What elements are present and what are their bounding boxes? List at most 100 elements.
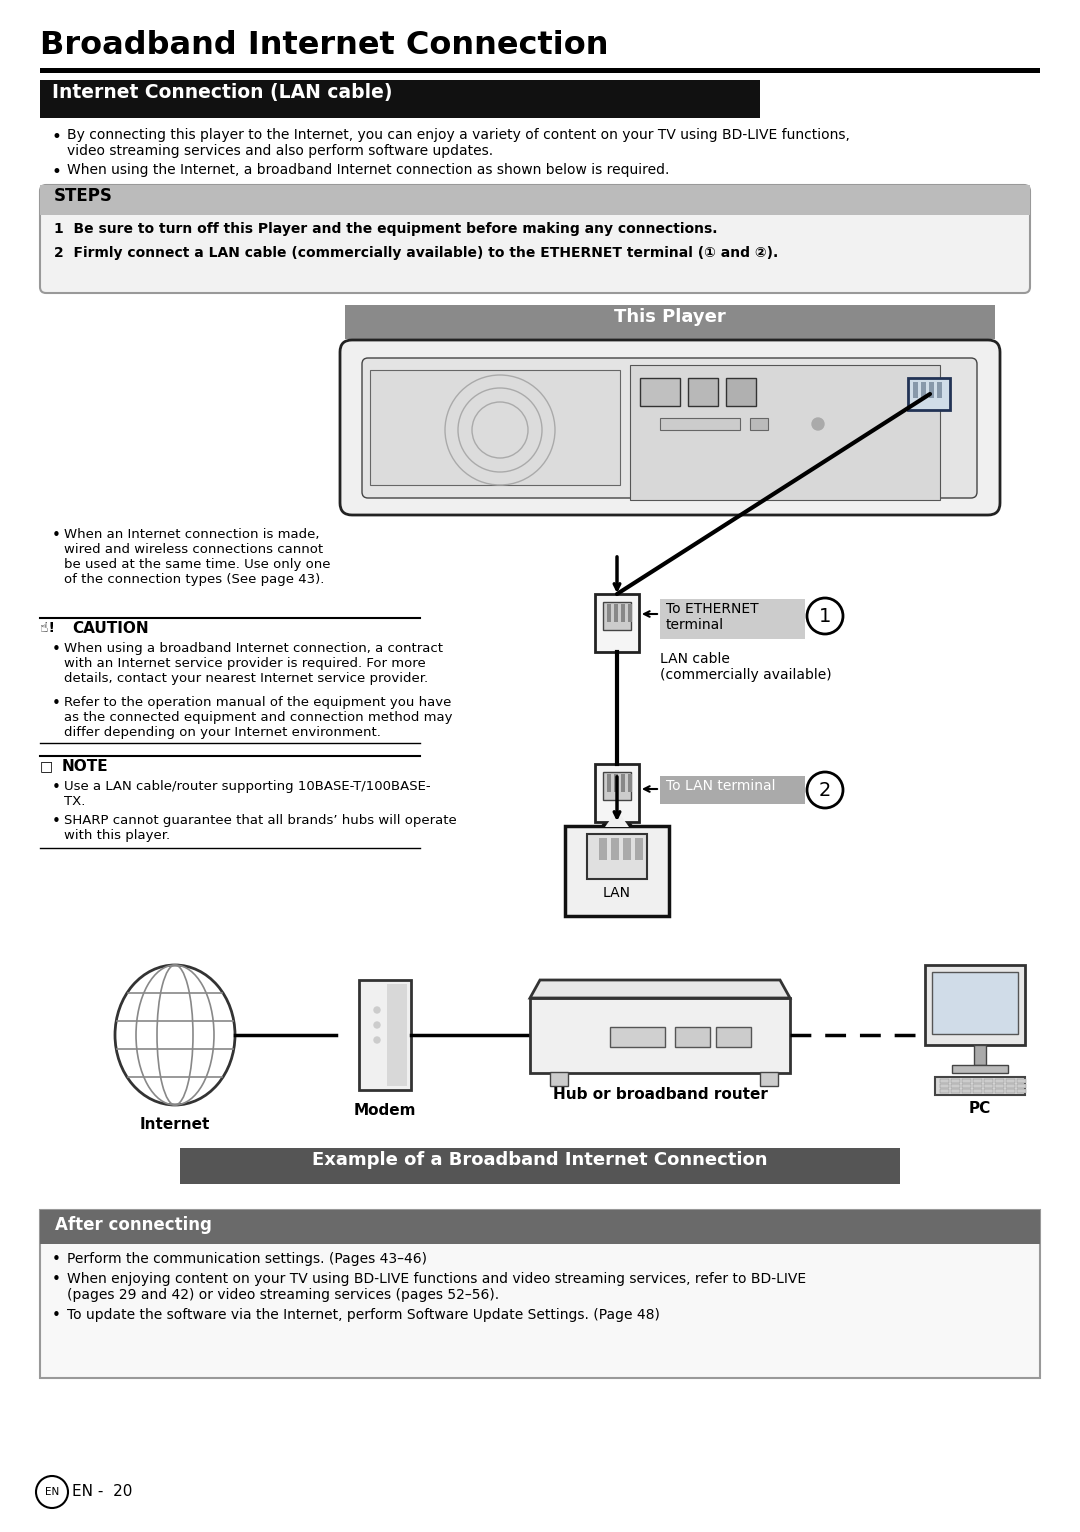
Bar [660,777,805,804]
Text: Internet Connection (LAN cable): Internet Connection (LAN cable) [52,83,392,103]
Bar [565,826,669,916]
Polygon shape [605,810,629,827]
Bar [550,1072,568,1086]
Bar [40,67,1040,74]
Text: SHARP cannot guarantee that all brands’ hubs will operate
with this player.: SHARP cannot guarantee that all brands’ … [64,813,457,843]
Bar [595,594,639,653]
Bar [180,1147,900,1184]
Bar [995,1085,1004,1088]
Text: •: • [52,129,62,146]
Bar [387,984,407,1086]
Text: •: • [52,1272,60,1287]
Text: When enjoying content on your TV using BD-LIVE functions and video streaming ser: When enjoying content on your TV using B… [67,1272,806,1302]
Bar [588,833,647,879]
Text: Broadband Internet Connection: Broadband Internet Connection [40,31,608,61]
Text: When using the Internet, a broadband Internet connection as shown below is requi: When using the Internet, a broadband Int… [67,162,670,178]
Text: To LAN terminal: To LAN terminal [666,778,775,794]
Bar [932,971,1018,1034]
Bar [973,1085,982,1088]
Bar [1005,1085,1015,1088]
Text: LAN cable
(commercially available): LAN cable (commercially available) [660,653,832,682]
Bar [937,381,942,398]
Bar [621,774,625,792]
Bar [40,1210,1040,1244]
Polygon shape [530,980,789,997]
Bar [40,185,1030,214]
Bar [611,838,619,859]
Bar [603,772,631,800]
Text: EN: EN [45,1488,59,1497]
Text: 1  Be sure to turn off this Player and the equipment before making any connectio: 1 Be sure to turn off this Player and th… [54,222,717,236]
Bar [40,1210,1040,1377]
Text: After connecting: After connecting [55,1216,212,1233]
Bar [595,764,639,823]
Bar [345,305,995,339]
Text: To update the software via the Internet, perform Software Update Settings. (Page: To update the software via the Internet,… [67,1308,660,1322]
Bar [984,1079,993,1083]
Text: LAN: LAN [603,885,631,899]
Bar [630,365,940,499]
Text: •: • [52,162,62,181]
Bar [1017,1089,1026,1092]
Text: 1: 1 [819,607,832,625]
Bar [635,838,643,859]
Bar [688,378,718,406]
FancyBboxPatch shape [340,340,1000,515]
Bar [984,1085,993,1088]
Bar [627,604,632,622]
Bar [530,997,789,1072]
Bar [974,1045,986,1065]
Text: •: • [52,642,60,657]
Text: Modem: Modem [354,1103,416,1118]
Bar [973,1089,982,1092]
Text: CAUTION: CAUTION [72,620,149,636]
Bar [940,1089,949,1092]
Bar [359,980,411,1089]
Circle shape [374,1022,380,1028]
Text: STEPS: STEPS [54,187,113,205]
Bar [962,1089,971,1092]
Text: Refer to the operation manual of the equipment you have
as the connected equipme: Refer to the operation manual of the equ… [64,696,453,738]
Bar [962,1085,971,1088]
Bar [627,774,632,792]
Bar [973,1079,982,1083]
Bar [962,1079,971,1083]
Text: NOTE: NOTE [62,758,109,774]
Bar [935,1077,1025,1095]
Bar [951,1079,960,1083]
Text: PC: PC [969,1102,991,1115]
Bar [921,381,926,398]
Text: When an Internet connection is made,
wired and wireless connections cannot
be us: When an Internet connection is made, wir… [64,529,330,587]
Bar [615,604,618,622]
Bar [951,1065,1008,1072]
Bar [716,1026,751,1046]
Bar [760,1072,778,1086]
Text: •: • [52,696,60,711]
Bar [660,599,805,639]
FancyBboxPatch shape [40,185,1030,293]
Text: Internet: Internet [139,1117,211,1132]
Bar [929,381,934,398]
Text: •: • [52,813,60,829]
Bar [1017,1085,1026,1088]
Circle shape [374,1037,380,1043]
Bar [599,838,607,859]
Text: •: • [52,529,60,542]
Text: When using a broadband Internet connection, a contract
with an Internet service : When using a broadband Internet connecti… [64,642,443,685]
Text: □: □ [40,758,53,774]
Text: To ETHERNET
terminal: To ETHERNET terminal [666,602,758,633]
Text: •: • [52,1252,60,1267]
Text: EN -  20: EN - 20 [72,1485,133,1498]
Text: Hub or broadband router: Hub or broadband router [553,1088,768,1102]
Bar [640,378,680,406]
Bar [924,965,1025,1045]
Bar [660,418,740,430]
Bar [726,378,756,406]
Bar [951,1085,960,1088]
Circle shape [374,1007,380,1013]
Bar [951,1089,960,1092]
Bar [913,381,918,398]
Bar [607,604,611,622]
Text: Perform the communication settings. (Pages 43–46): Perform the communication settings. (Pag… [67,1252,427,1265]
Text: •: • [52,1308,60,1324]
